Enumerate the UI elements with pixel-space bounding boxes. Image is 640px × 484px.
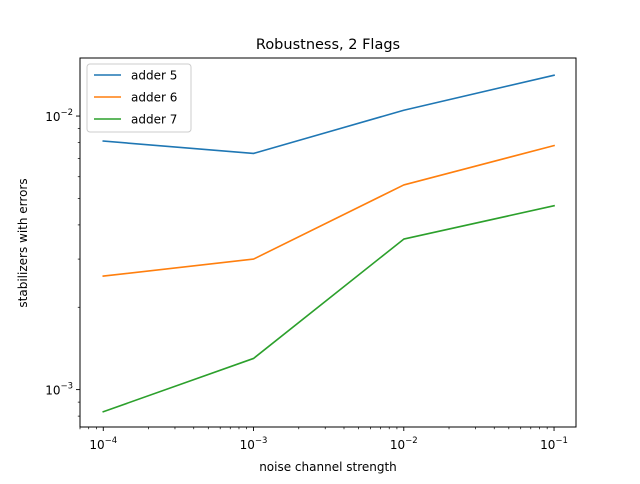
- x-tick-label-base: 10: [89, 438, 104, 452]
- series-layer: [102, 74, 556, 413]
- ticks-layer: 10−4 10−3 10−2 10−110−310−2: [45, 108, 568, 452]
- x-tick-label-exponent: −2: [405, 436, 418, 446]
- plot-frame: [79, 57, 577, 428]
- x-tick-label: 10−1: [540, 436, 568, 452]
- x-tick-label-exponent: −4: [105, 436, 118, 446]
- y-axis-label: stabilizers with errors: [16, 178, 30, 307]
- y-tick-label-base: 10: [45, 384, 60, 398]
- y-tick-label-base: 10: [45, 110, 60, 124]
- legend-entry: adder 7: [94, 113, 177, 127]
- x-tick-label-base: 10: [240, 438, 255, 452]
- series-line-adder-5: [102, 74, 556, 155]
- legend-label: adder 5: [131, 69, 177, 83]
- series-line-adder-7: [102, 204, 555, 413]
- x-tick-label: 10−4: [89, 436, 117, 452]
- legend-label: adder 7: [131, 113, 177, 127]
- x-axis-label: noise channel strength: [259, 460, 397, 474]
- y-tick-label: 10−2: [45, 108, 73, 124]
- legend-entry: adder 5: [94, 69, 177, 83]
- y-tick-label-exponent: −3: [60, 382, 73, 392]
- series-line-adder-6: [102, 144, 556, 277]
- y-tick-label-exponent: −2: [60, 108, 73, 118]
- legend: adder 5 adder 6 adder 7: [86, 63, 192, 133]
- x-tick-label: 10−2: [390, 436, 418, 452]
- legend-label: adder 6: [131, 91, 177, 105]
- x-tick-label-exponent: −1: [555, 436, 568, 446]
- x-tick-label-base: 10: [540, 438, 555, 452]
- legend-entry: adder 6: [94, 91, 177, 105]
- y-tick-label: 10−3: [45, 382, 73, 398]
- x-tick-label: 10−3: [240, 436, 268, 452]
- x-tick-label-exponent: −3: [255, 436, 268, 446]
- chart-title: Robustness, 2 Flags: [256, 37, 400, 53]
- legend-box: [86, 63, 192, 133]
- x-tick-label-base: 10: [390, 438, 405, 452]
